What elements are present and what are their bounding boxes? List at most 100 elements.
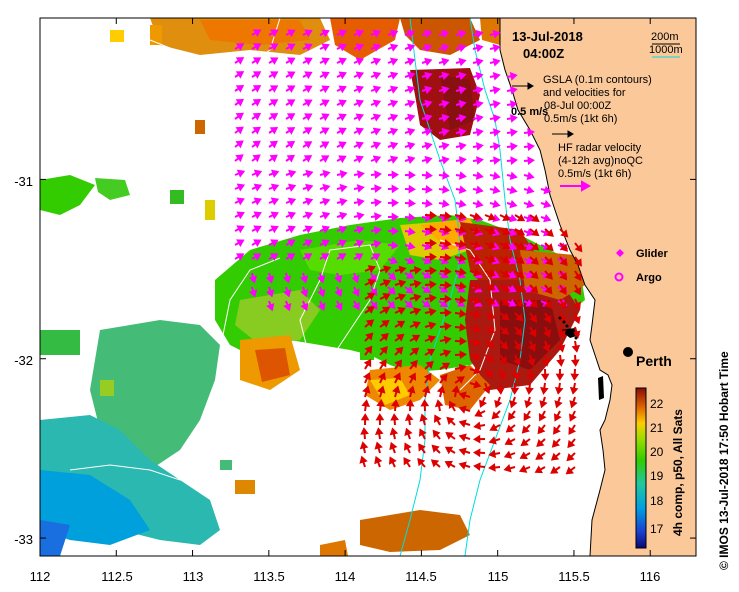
- radar-arrow: [248, 272, 258, 284]
- x-tick-label: 113: [183, 569, 204, 584]
- radar-arrow: [251, 126, 261, 135]
- sst-arrow: [523, 410, 532, 422]
- sst-arrow: [569, 382, 579, 395]
- sst-arrow: [499, 269, 511, 278]
- radar-arrow: [353, 85, 365, 94]
- radar-arrow: [316, 272, 326, 284]
- radar-arrow: [353, 184, 365, 193]
- radar-arrow: [234, 169, 246, 178]
- sst-arrow: [503, 450, 516, 459]
- sst-arrow: [479, 396, 487, 408]
- sst-arrow: [573, 284, 582, 296]
- radar-arrow: [353, 198, 365, 207]
- radar-arrow: [370, 43, 382, 52]
- sst-arrow: [361, 399, 370, 412]
- radar-scale-arrow: [560, 180, 592, 192]
- radar-arrow: [268, 211, 279, 220]
- radar-arrow: [523, 199, 535, 209]
- radar-line-1: HF radar velocity: [558, 142, 642, 154]
- sst-arrow: [359, 441, 369, 454]
- sst-arrow: [469, 380, 482, 389]
- radar-arrow: [319, 127, 330, 136]
- radar-arrow: [404, 113, 416, 122]
- radar-arrow: [302, 183, 314, 192]
- radar-arrow: [319, 57, 330, 66]
- sst-arrow: [417, 457, 426, 468]
- radar-arrow: [455, 113, 467, 123]
- radar-arrow: [438, 43, 450, 53]
- sst-arrow: [424, 321, 437, 330]
- radar-arrow: [336, 57, 347, 66]
- sst-arrow: [454, 253, 467, 263]
- radar-arrow: [268, 225, 279, 234]
- sst-arrow: [394, 307, 406, 315]
- radar-arrow: [234, 112, 244, 121]
- sst-arrow: [541, 354, 551, 367]
- sst-arrow: [454, 363, 467, 373]
- radar-arrow: [336, 183, 348, 193]
- radar-arrow: [472, 57, 484, 67]
- sst-arrow: [542, 340, 551, 353]
- sst-arrow: [376, 399, 385, 412]
- sst-arrow: [544, 242, 554, 252]
- sst-arrow: [364, 292, 376, 301]
- radar-arrow: [421, 43, 433, 52]
- radar-arrow: [268, 140, 279, 149]
- radar-arrow: [404, 212, 416, 222]
- radar-arrow: [404, 241, 416, 251]
- radar-arrow: [268, 154, 278, 163]
- radar-arrow: [387, 240, 399, 250]
- radar-arrow: [285, 239, 296, 248]
- radar-arrow: [438, 155, 450, 165]
- radar-arrow: [472, 199, 484, 209]
- radar-arrow: [472, 128, 484, 137]
- sst-arrow: [469, 352, 482, 361]
- sst-arrow: [454, 350, 467, 360]
- sst-arrow: [559, 242, 569, 252]
- radar-arrow: [370, 57, 382, 66]
- time-label: 04:00Z: [523, 46, 564, 61]
- radar-arrow: [251, 211, 262, 220]
- radar-arrow: [302, 239, 313, 248]
- sst-arrow: [488, 449, 501, 459]
- sst-arrow: [525, 382, 534, 395]
- radar-arrow: [506, 86, 518, 95]
- radar-arrow: [353, 113, 364, 122]
- y-axis: -31 -32 -33: [14, 174, 33, 547]
- radar-arrow: [268, 99, 279, 107]
- gsla-line-3: 08-Jul 00:00Z: [544, 100, 612, 112]
- sst-arrow: [482, 382, 491, 395]
- sst-arrow: [364, 332, 374, 342]
- sst-arrow: [409, 347, 420, 356]
- radar-arrow: [489, 29, 501, 39]
- sst-arrow: [469, 254, 482, 263]
- radar-arrow: [319, 197, 331, 206]
- radar-arrow: [251, 43, 262, 51]
- radar-arrow: [455, 185, 467, 194]
- sst-arrow: [364, 279, 376, 287]
- radar-arrow: [523, 242, 535, 251]
- radar-arrow: [319, 29, 330, 38]
- radar-arrow: [319, 183, 331, 193]
- radar-arrow: [319, 71, 330, 80]
- radar-arrow: [472, 43, 484, 53]
- x-axis: 112 112.5 113 113.5 114 114.5 115 115.5 …: [30, 569, 661, 584]
- radar-arrow: [370, 239, 382, 249]
- sst-arrow: [572, 326, 581, 339]
- glider-track: [558, 316, 578, 340]
- sst-arrow: [424, 280, 437, 289]
- sst-arrow: [496, 382, 505, 395]
- radar-arrow: [523, 298, 534, 307]
- radar-arrow: [251, 29, 262, 37]
- sst-arrow: [527, 354, 536, 367]
- radar-arrow: [336, 43, 347, 52]
- x-tick-label: 113.5: [253, 569, 285, 584]
- radar-arrow: [370, 226, 382, 235]
- radar-arrow: [336, 155, 347, 164]
- radar-arrow: [317, 286, 326, 298]
- radar-arrow: [506, 284, 517, 293]
- sst-arrow: [389, 427, 399, 440]
- sst-arrow: [473, 448, 486, 458]
- sst-arrow: [543, 326, 551, 338]
- radar-arrow: [234, 98, 245, 107]
